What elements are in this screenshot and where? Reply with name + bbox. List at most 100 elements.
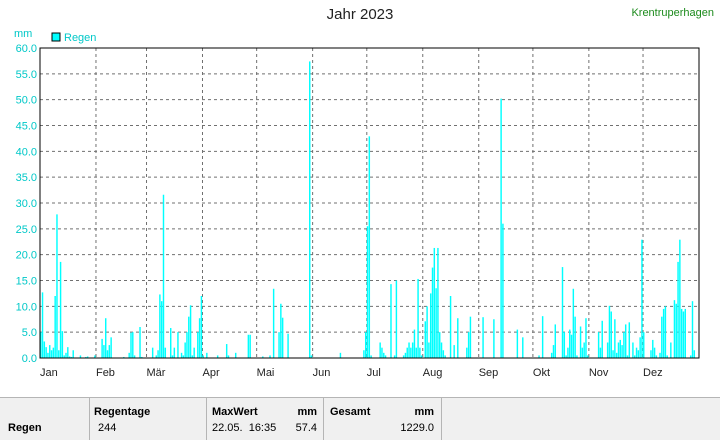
rain-bar (482, 317, 484, 358)
rain-bar (424, 321, 427, 358)
rain-bar (384, 355, 387, 358)
summary-row-label-cell: Regen (0, 398, 90, 440)
rain-bar (180, 352, 183, 358)
rain-bar (189, 305, 192, 358)
rain-bar (406, 347, 408, 358)
y-tick-label: 0.0 (22, 353, 37, 365)
rain-bar (395, 280, 398, 358)
rain-bar (79, 355, 82, 358)
rain-bar (661, 316, 663, 358)
rain-bar (63, 355, 65, 358)
rain-bar (550, 352, 553, 358)
rain-bar (370, 355, 372, 358)
x-tick-label: Apr (202, 367, 219, 379)
rain-bar (101, 338, 103, 358)
rain-bar (86, 356, 89, 358)
rain-bar (272, 288, 275, 358)
rain-bar (200, 296, 203, 358)
rain-bar (216, 355, 219, 358)
rain-bar (197, 332, 199, 358)
rain-bar (225, 344, 228, 358)
rain-bar (164, 347, 167, 358)
chart-title: Jahr 2023 (326, 6, 394, 23)
rain-bar (157, 350, 159, 358)
y-unit-label: mm (14, 28, 32, 40)
rain-bar (402, 355, 405, 358)
rain-bar (662, 308, 665, 358)
rain-bar (420, 355, 423, 358)
rain-bar (682, 311, 685, 358)
rain-bar (628, 322, 631, 358)
gesamt-unit: mm (414, 406, 434, 418)
rain-bar (567, 347, 569, 358)
x-tick-label: Aug (423, 367, 443, 379)
rain-bar (188, 316, 190, 358)
rain-bar (576, 355, 578, 358)
rain-bar (108, 345, 111, 358)
rain-bar (368, 136, 371, 358)
summary-footer: Regen Regentage 244 MaxWert mm 22.05. 16… (0, 397, 720, 440)
rain-bar (280, 303, 282, 358)
rain-bar (162, 194, 165, 358)
rain-bar (184, 342, 186, 358)
rain-bar (599, 347, 602, 358)
rain-bar (128, 352, 130, 358)
rain-bar (47, 352, 49, 358)
rain-bar (67, 347, 69, 358)
maxwert-value: 57.4 (295, 422, 317, 434)
rain-bar (177, 332, 179, 358)
rain-bar (309, 61, 311, 358)
legend-label: Regen (64, 32, 96, 44)
rain-bar (287, 333, 289, 358)
maxwert-cell: MaxWert mm 22.05. 16:35 57.4 (207, 398, 324, 440)
rain-bar (469, 316, 472, 358)
rain-bar (632, 342, 634, 358)
rain-bar (410, 347, 412, 358)
rain-bar (151, 347, 154, 358)
rain-bar (72, 350, 74, 358)
rain-bar (554, 324, 557, 358)
rain-bar (130, 332, 132, 358)
rain-bar (132, 332, 134, 358)
rain-bar (408, 342, 410, 358)
y-axis-ticks: 0.0 5.0 10.0 15.0 20.0 25.0 30.0 35.0 40.0 45.0 50… (16, 43, 37, 365)
rain-bar (249, 334, 251, 358)
y-tick-label: 10.0 (16, 301, 37, 313)
rain-bar (522, 337, 524, 358)
rain-bar (339, 352, 342, 358)
rain-bar (635, 347, 638, 358)
rain-bar (585, 318, 587, 358)
rain-bar (579, 326, 582, 358)
maxwert-unit: mm (297, 406, 317, 418)
x-tick-label: Dez (643, 367, 663, 379)
rain-bar (133, 355, 136, 358)
rain-bar (182, 355, 185, 358)
plot-frame (39, 47, 700, 359)
rain-bar (262, 356, 264, 358)
rain-bar (110, 337, 112, 358)
rain-bar (606, 342, 609, 358)
rain-bar (637, 350, 640, 358)
y-tick-label: 15.0 (16, 276, 37, 288)
rain-bar (58, 350, 60, 358)
rain-bar (159, 294, 161, 358)
rain-bar (583, 342, 585, 358)
rain-bar (614, 319, 616, 358)
rain-bar (650, 350, 652, 358)
rain-bar (689, 355, 692, 358)
maxwert-date: 22.05. 16:35 (212, 422, 277, 434)
rain-bar (652, 339, 654, 358)
rain-bar (269, 355, 271, 358)
y-tick-label: 55.0 (16, 69, 37, 81)
rain-bar (379, 342, 381, 358)
rain-bar (664, 306, 667, 358)
rain-bar (281, 317, 284, 358)
x-tick-label: Mai (257, 367, 275, 379)
rain-bar (670, 342, 672, 358)
rain-bar (413, 329, 416, 358)
rain-bar (65, 352, 67, 358)
x-axis-ticks: Jan Feb Mär Apr Mai Jun Jul Aug Sep Okt Nov Dez (40, 367, 663, 379)
station-name: Krentruperhagen (631, 7, 714, 19)
y-tick-label: 40.0 (16, 146, 37, 158)
rain-bar (43, 341, 46, 358)
